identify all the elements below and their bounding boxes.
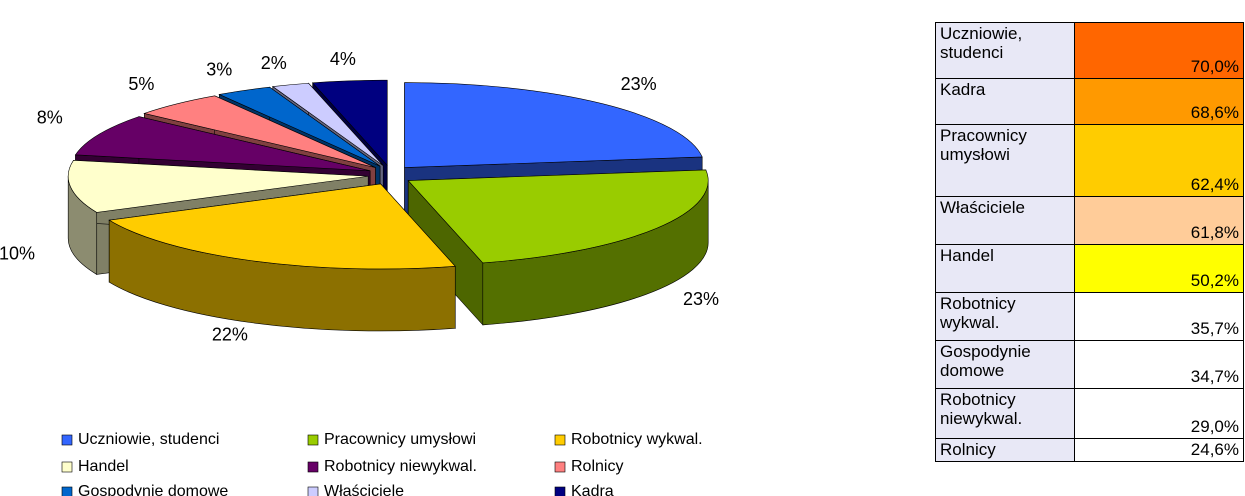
label-cell: Rolnicy xyxy=(935,438,1075,462)
value-cell: 50,2% xyxy=(1074,244,1244,293)
value-cell: 61,8% xyxy=(1074,196,1244,245)
legend-swatch xyxy=(61,434,73,446)
legend-label: Uczniowie, studenci xyxy=(78,431,219,448)
slice-top xyxy=(67,160,369,213)
label-cell: Właściciele xyxy=(935,196,1075,245)
legend-label: Gospodynie domowe xyxy=(78,483,228,496)
table-row: Robotnicy niewykwal. 29,0% xyxy=(935,388,1244,439)
value-cell: 35,7% xyxy=(1074,292,1244,341)
legend-label: Rolnicy xyxy=(571,458,623,475)
legend-swatch xyxy=(554,486,566,496)
value-cell: 68,6% xyxy=(1074,78,1244,125)
legend-label: Pracownicy umysłowi xyxy=(324,431,476,448)
legend-swatch xyxy=(61,461,73,473)
label-cell: Gospodynie domowe xyxy=(935,340,1075,389)
value-cell: 34,7% xyxy=(1074,340,1244,389)
slice-top xyxy=(404,82,703,168)
pie-slice xyxy=(407,169,709,326)
legend-swatch xyxy=(307,434,319,446)
label-cell: Pracownicy umysłowi xyxy=(935,124,1075,197)
value-cell: 70,0% xyxy=(1074,22,1244,79)
data-label: 23% xyxy=(621,74,657,94)
legend-swatch xyxy=(307,486,319,496)
table-row: Pracownicy umysłowi 62,4% xyxy=(935,124,1244,197)
chart: 23% 23% 22% 10% 8% 5% 3% 2% 4% Uczniowie, studenc… xyxy=(0,49,719,496)
legend-swatch xyxy=(554,461,566,473)
table-row: Uczniowie, studenci 70,0% xyxy=(935,22,1244,79)
legend-label: Właściciele xyxy=(324,483,404,496)
slice-top xyxy=(108,183,456,270)
label-cell: Handel xyxy=(935,244,1075,293)
legend-label: Robotnicy niewykwal. xyxy=(324,458,477,475)
data-label: 4% xyxy=(330,49,356,69)
slice-top xyxy=(407,169,709,264)
table-row: Handel 50,2% xyxy=(935,244,1244,293)
legend-swatch xyxy=(307,461,319,473)
data-label: 2% xyxy=(261,53,287,73)
data-label: 10% xyxy=(0,244,35,264)
label-cell: Kadra xyxy=(935,78,1075,125)
data-label: 8% xyxy=(37,108,63,128)
table-row: Robotnicy wykwal. 35,7% xyxy=(935,292,1244,341)
table-row: Rolnicy 24,6% xyxy=(935,438,1244,462)
data-label: 3% xyxy=(206,59,232,79)
slice-top xyxy=(271,82,384,166)
slice-top xyxy=(312,79,388,166)
label-cell: Robotnicy niewykwal. xyxy=(935,388,1075,439)
label-cell: Robotnicy wykwal. xyxy=(935,292,1075,341)
slice-top xyxy=(74,116,371,172)
slice-top xyxy=(143,95,376,168)
data-label: 22% xyxy=(212,325,248,345)
value-cell: 62,4% xyxy=(1074,124,1244,197)
value-cell: 29,0% xyxy=(1074,388,1244,439)
legend-label: Kadra xyxy=(571,483,614,496)
value-cell: 24,6% xyxy=(1074,438,1244,462)
legend-swatch xyxy=(61,486,73,496)
data-label: 5% xyxy=(128,74,154,94)
data-table: Uczniowie, studenci 70,0% Kadra 68,6% Pracow… xyxy=(935,22,1244,462)
pie-slice xyxy=(108,183,456,332)
legend-label: Handel xyxy=(78,458,129,475)
label-cell: Uczniowie, studenci xyxy=(935,22,1075,79)
table-row: Właściciele 61,8% xyxy=(935,196,1244,245)
legend-label: Robotnicy wykwal. xyxy=(571,431,703,448)
slice-top xyxy=(218,86,381,167)
data-label: 23% xyxy=(683,289,719,309)
table-row: Gospodynie domowe 34,7% xyxy=(935,340,1244,389)
table-row: Kadra 68,6% xyxy=(935,78,1244,125)
legend-swatch xyxy=(554,434,566,446)
